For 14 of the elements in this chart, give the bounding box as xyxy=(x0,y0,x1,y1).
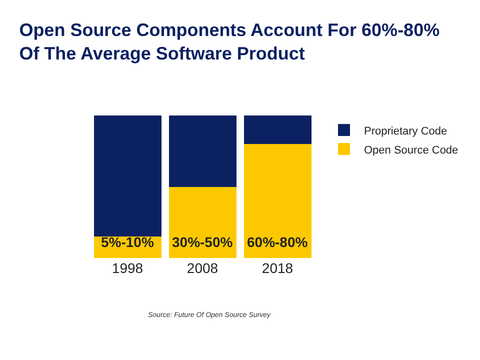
bar xyxy=(244,116,312,144)
chart-title: Open Source Components Account For 60%-80% Of The Average Software Product xyxy=(19,20,440,64)
bar xyxy=(168,186,236,258)
bar xyxy=(168,116,236,187)
x-tick-label: 2008 xyxy=(186,260,218,276)
x-tick-label: 1998 xyxy=(112,260,144,276)
x-tick-label: 2018 xyxy=(262,260,294,276)
annotation: 60%-80% xyxy=(247,234,308,250)
bar xyxy=(244,144,312,258)
annotation: 5%-10% xyxy=(101,234,154,250)
bar xyxy=(94,116,162,237)
legend-label: Open Source Code xyxy=(364,144,458,156)
annotation: 30%-50% xyxy=(172,234,234,250)
legend-label: Proprietary Code xyxy=(364,125,448,138)
